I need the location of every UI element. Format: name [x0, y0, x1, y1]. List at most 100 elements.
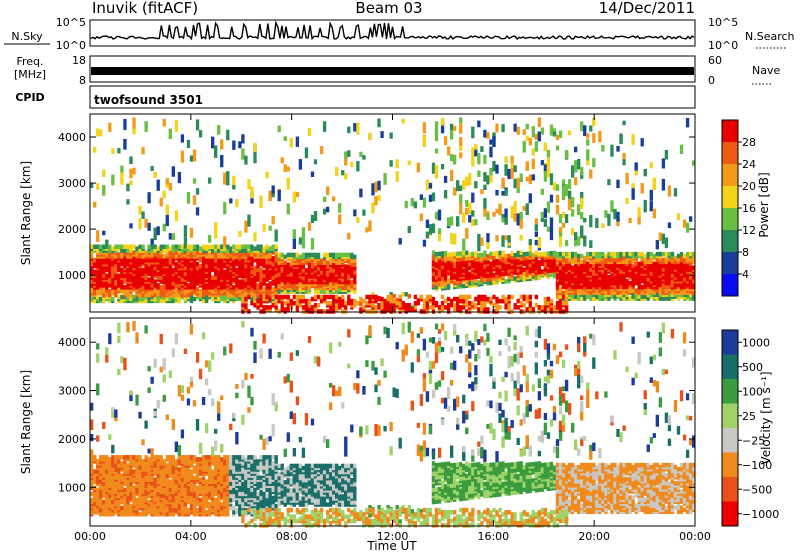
- range-gate-cell: [519, 234, 523, 241]
- range-gate-cell: [437, 263, 442, 268]
- nsearch-tick-high: 10^5: [708, 16, 738, 29]
- range-gate-cell: [676, 213, 681, 221]
- range-gate-cell: [111, 277, 115, 282]
- range-gate-cell: [474, 149, 478, 157]
- range-gate-cell: [501, 124, 505, 133]
- range-gate-cell: [462, 294, 466, 300]
- range-gate-cell: [607, 213, 611, 226]
- range-gate-cell: [474, 274, 478, 280]
- range-gate-cell: [667, 261, 672, 267]
- freq-tick-high: 18: [72, 54, 86, 67]
- range-gate-cell: [344, 309, 348, 314]
- range-gate-cell: [356, 122, 360, 135]
- range-gate-cell: [365, 309, 369, 314]
- nsky-trace: [90, 20, 695, 41]
- range-gate-cell: [105, 495, 109, 501]
- range-gate-cell: [525, 251, 529, 257]
- range-gate-cell: [171, 233, 175, 241]
- range-gate-cell: [592, 133, 596, 143]
- range-gate-cell: [177, 172, 182, 184]
- range-gate-cell: [144, 288, 148, 294]
- range-gate-cell: [528, 239, 532, 252]
- range-gate-cell: [507, 294, 511, 300]
- range-gate-cell: [679, 144, 684, 154]
- colorbar-swatch: [722, 252, 738, 275]
- range-gate-cell: [298, 237, 303, 245]
- range-gate-cell: [498, 250, 502, 256]
- range-gate-cell: [440, 120, 445, 134]
- range-gate-cell: [207, 273, 212, 279]
- range-gate-cell: [610, 200, 614, 213]
- range-gate-cell: [132, 256, 136, 261]
- range-gate-cell: [498, 277, 502, 283]
- range-gate-cell: [108, 267, 112, 273]
- range-gate-cell: [589, 259, 593, 265]
- range-gate-cell: [301, 305, 306, 310]
- range-gate-cell: [265, 269, 269, 275]
- range-gate-cell: [371, 183, 375, 196]
- range-gate-cell: [265, 171, 269, 179]
- range-gate-cell: [229, 271, 233, 277]
- colorbar-tick-label: 12: [742, 224, 756, 237]
- range-gate-cell: [259, 273, 263, 279]
- range-gate-cell: [165, 214, 169, 227]
- range-gate-cell: [229, 246, 233, 251]
- range-gate-cell: [570, 265, 575, 270]
- range-gate-cell: [564, 273, 569, 278]
- range-gate-cell: [480, 237, 484, 247]
- range-gate-cell: [688, 251, 693, 257]
- range-gate-cell: [688, 265, 693, 270]
- range-gate-cell: [583, 125, 587, 137]
- range-gate-cell: [262, 258, 266, 263]
- range-gate-cell: [304, 147, 309, 159]
- range-gate-cell: [316, 294, 321, 300]
- beam-title: Beam 03: [355, 0, 422, 17]
- range-gate-cell: [425, 179, 430, 191]
- range-gate-cell: [383, 305, 387, 310]
- range-gate-cell: [283, 294, 287, 300]
- range-gate-cell: [292, 191, 296, 203]
- range-gate-cell: [96, 244, 100, 249]
- range-gate-cell: [534, 303, 538, 308]
- range-gate-cell: [265, 258, 269, 263]
- range-gate-cell: [220, 244, 224, 249]
- range-gate-cell: [192, 195, 197, 205]
- range-gate-cell: [138, 491, 142, 497]
- range-gate-cell: [338, 305, 342, 310]
- range-gate-cell: [126, 199, 130, 205]
- range-gate-cell: [93, 269, 97, 275]
- range-gate-cell: [250, 186, 254, 199]
- range-gate-cell: [123, 261, 127, 267]
- range-gate-cell: [592, 296, 596, 301]
- range-gate-cell: [495, 164, 499, 174]
- range-gate-cell: [679, 290, 684, 296]
- range-gate-cell: [144, 491, 148, 497]
- range-gate-cell: [247, 179, 251, 190]
- range-gate-cell: [90, 497, 94, 503]
- range-gate-cell: [214, 244, 218, 249]
- range-gate-cell: [655, 271, 659, 276]
- range-gate-cell: [401, 292, 405, 297]
- range-gate-cell: [598, 131, 602, 143]
- range-gate-cell: [377, 303, 381, 308]
- range-gate-cell: [474, 219, 478, 226]
- range-gate-cell: [398, 294, 402, 300]
- range-gate-cell: [102, 455, 106, 460]
- range-gate-cell: [501, 213, 505, 221]
- range-gate-cell: [207, 290, 212, 296]
- range-gate-cell: [543, 164, 548, 171]
- range-gate-cell: [431, 283, 436, 288]
- range-gate-cell: [431, 309, 436, 314]
- range-gate-cell: [431, 275, 436, 280]
- range-gate-cell: [123, 357, 127, 371]
- range-gate-cell: [283, 289, 287, 294]
- range-gate-cell: [90, 250, 94, 255]
- range-gate-cell: [359, 151, 363, 157]
- range-gate-cell: [217, 296, 221, 302]
- range-gate-cell: [498, 264, 502, 269]
- range-gate-cell: [174, 244, 179, 249]
- range-gate-cell: [350, 298, 354, 304]
- range-gate-cell: [580, 271, 584, 276]
- range-gate-cell: [135, 455, 139, 460]
